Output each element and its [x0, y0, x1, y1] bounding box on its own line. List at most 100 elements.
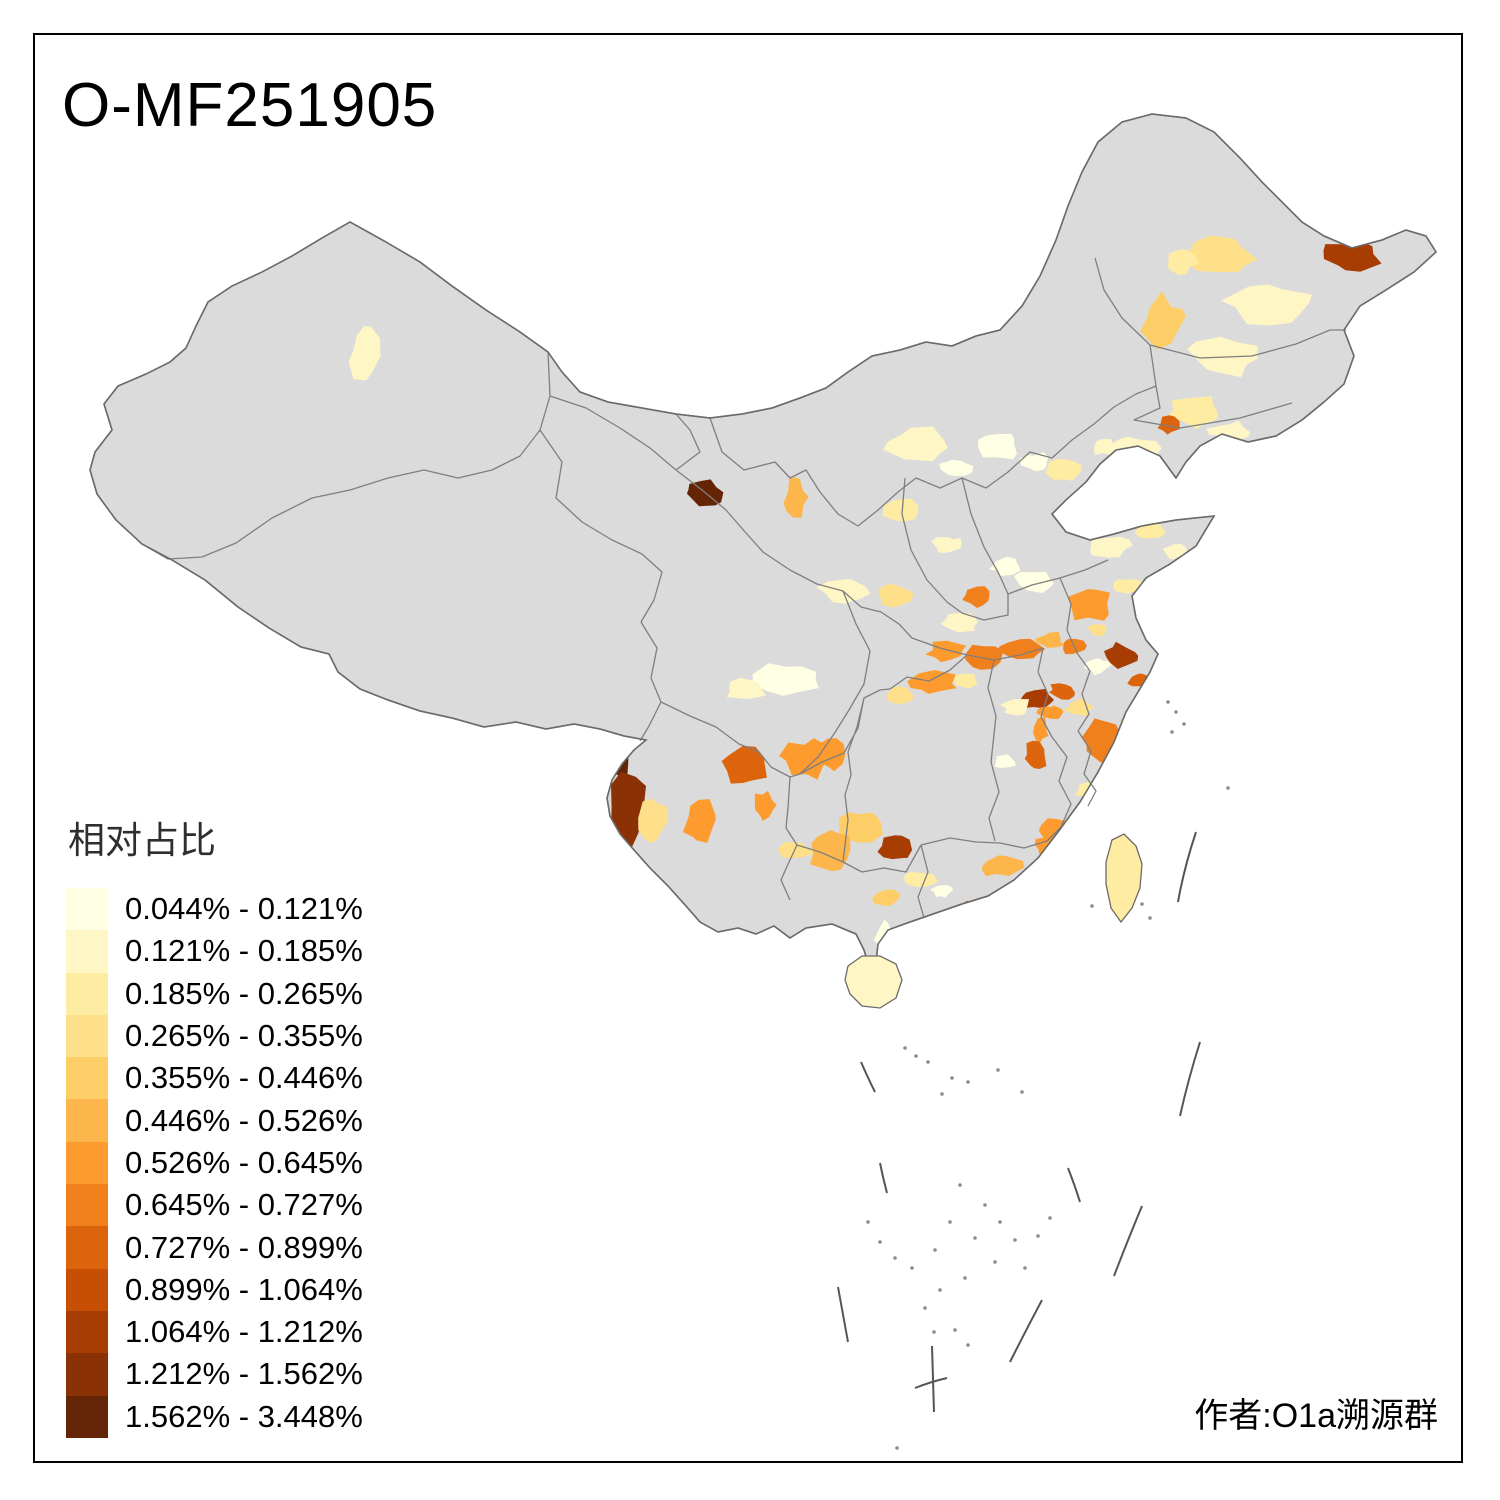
legend-swatch: [66, 1310, 108, 1354]
prefecture-region: [981, 855, 1025, 877]
legend-row: 0.899% - 1.064%: [66, 1268, 363, 1311]
island-speck: [1226, 786, 1230, 790]
island-speck: [866, 1220, 870, 1224]
prefecture-region: [1140, 291, 1186, 350]
legend-row: 0.044% - 0.121%: [66, 888, 363, 931]
prefecture-region: [1063, 698, 1094, 717]
prefecture-region: [1323, 240, 1382, 272]
legend-row: 0.645% - 0.727%: [66, 1184, 363, 1227]
prefecture-region: [1113, 579, 1143, 594]
legend-swatch: [66, 1395, 108, 1438]
prefecture-region: [878, 583, 914, 608]
legend-row: 0.185% - 0.265%: [66, 972, 363, 1015]
prefecture-region: [997, 638, 1046, 660]
legend-row: 0.355% - 0.446%: [66, 1057, 363, 1100]
legend-swatch: [66, 1057, 108, 1100]
island-speck: [973, 1236, 977, 1240]
prefecture-region: [777, 842, 816, 859]
legend-swatch: [66, 1268, 108, 1311]
prefecture-region: [1167, 249, 1199, 276]
prefecture-region: [783, 477, 809, 518]
island-speck: [1166, 700, 1170, 704]
province-borders: [141, 257, 1346, 919]
legend-row: 0.265% - 0.355%: [66, 1014, 363, 1058]
prefecture-region: [348, 326, 381, 381]
legend-label: 0.265% - 0.355%: [125, 1018, 363, 1054]
island-speck: [910, 1266, 914, 1270]
legend-row: 1.212% - 1.562%: [66, 1353, 363, 1396]
island-speck: [1023, 1266, 1027, 1270]
prefecture-region: [1024, 740, 1047, 769]
island-speck: [950, 1076, 954, 1080]
prefecture-region: [1090, 536, 1133, 558]
legend-label: 0.526% - 0.645%: [125, 1144, 363, 1180]
plot-frame: [33, 33, 1463, 1463]
prefecture-region: [1019, 452, 1049, 472]
prefecture-region: [1063, 638, 1087, 655]
prefecture-region: [721, 745, 767, 784]
legend-row: 0.526% - 0.645%: [66, 1141, 363, 1185]
prefecture-region: [994, 754, 1016, 768]
island-speck: [1020, 1090, 1024, 1094]
prefecture-region: [838, 812, 883, 843]
island-speck: [1140, 902, 1144, 906]
legend-label: 0.121% - 0.185%: [125, 933, 363, 969]
island-speck: [966, 1080, 970, 1084]
legend-label: 0.044% - 0.121%: [125, 891, 363, 927]
legend-label: 0.185% - 0.265%: [125, 975, 363, 1011]
island-speck: [963, 1276, 967, 1280]
island-speck: [938, 1288, 942, 1292]
prefecture-region: [1049, 683, 1075, 700]
taiwan-island: [1105, 833, 1143, 924]
legend-swatch: [66, 1226, 108, 1269]
prefecture-region: [1157, 415, 1180, 435]
island-speck: [1170, 730, 1174, 734]
prefecture-region: [907, 670, 957, 694]
prefecture-region: [1045, 458, 1083, 481]
author-credit: 作者:O1a溯源群: [1194, 1397, 1438, 1435]
island-speck: [996, 1068, 1000, 1072]
nine-dash-line: [837, 831, 1201, 1413]
prefecture-region: [682, 799, 716, 843]
island-speck: [1174, 710, 1178, 714]
prefecture-region: [886, 686, 914, 705]
prefecture-region: [1221, 284, 1313, 326]
legend: 相对占比 0.044% - 0.121% 0.121% - 0.185% 0.185…: [66, 810, 363, 1438]
prefecture-region: [1067, 589, 1111, 621]
island-speck: [878, 1240, 882, 1244]
legend-row: 0.121% - 0.185%: [66, 930, 363, 973]
legend-label: 1.064% - 1.212%: [125, 1314, 363, 1350]
legend-row: 0.446% - 0.526%: [66, 1099, 363, 1142]
island-speck: [1013, 1238, 1017, 1242]
legend-rows: 0.044% - 0.121% 0.121% - 0.185% 0.185% - 0…: [66, 888, 363, 1438]
island-speck: [893, 1256, 897, 1260]
prefecture-region: [882, 498, 919, 522]
legend-swatch: [66, 1099, 108, 1142]
legend-label: 0.355% - 0.446%: [125, 1060, 363, 1096]
legend-row: 1.562% - 3.448%: [66, 1395, 363, 1438]
island-speck: [940, 1092, 944, 1096]
prefecture-region: [1166, 396, 1218, 429]
island-speck: [1090, 904, 1094, 908]
legend-label: 0.446% - 0.526%: [125, 1102, 363, 1138]
prefecture-region: [1084, 658, 1112, 676]
prefecture-region: [1000, 699, 1030, 716]
prefecture-region: [1104, 641, 1139, 669]
prefecture-region: [754, 790, 777, 821]
island-speck: [993, 1260, 997, 1264]
prefecture-region: [1087, 623, 1107, 636]
island-speck: [1036, 1234, 1040, 1238]
prefecture-region: [1035, 631, 1065, 648]
prefecture-region: [977, 433, 1017, 460]
legend-swatch: [66, 1184, 108, 1227]
prefecture-region: [638, 798, 668, 844]
legend-swatch: [66, 1141, 108, 1185]
island-speck: [923, 1306, 927, 1310]
prefecture-region: [940, 612, 978, 633]
prefecture-region: [1183, 235, 1258, 273]
island-speck: [932, 1330, 936, 1334]
legend-swatch: [66, 972, 108, 1015]
prefecture-region: [931, 537, 962, 553]
south-sea-islands: [866, 700, 1230, 1450]
